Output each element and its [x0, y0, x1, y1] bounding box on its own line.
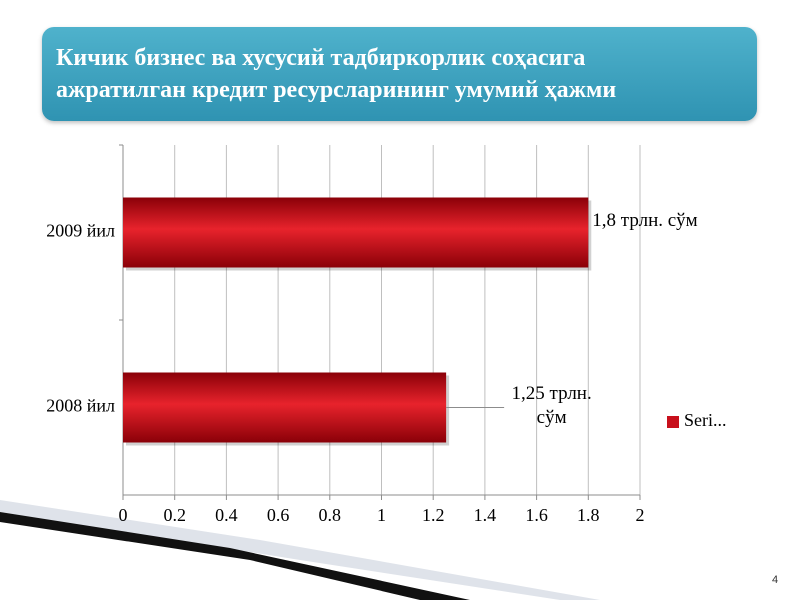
decoration	[0, 512, 470, 600]
value-label: 1,8 трлн. сўм	[592, 209, 698, 231]
x-tick-label: 1	[377, 505, 386, 525]
bar	[123, 372, 447, 443]
x-tick-label: 0	[119, 505, 128, 525]
y-tick-label: 2008 йил	[46, 396, 115, 416]
x-tick-label: 0.4	[215, 505, 238, 525]
title-banner	[42, 27, 757, 121]
page-number: 4	[772, 574, 779, 586]
legend-swatch	[667, 416, 679, 428]
decoration	[0, 525, 90, 600]
x-tick-label: 0.6	[267, 505, 290, 525]
decoration	[0, 500, 600, 600]
x-tick-label: 1.8	[577, 505, 600, 525]
x-tick-label: 1.4	[474, 505, 497, 525]
x-tick-label: 0.8	[319, 505, 342, 525]
x-tick-label: 0.2	[163, 505, 186, 525]
x-tick-label: 1.6	[525, 505, 548, 525]
value-label: 1,25 трлн. сўм	[511, 382, 592, 428]
chart-title: Кичик бизнес ва хусусий тадбиркорлик соҳ…	[56, 45, 617, 103]
bar	[123, 197, 589, 268]
x-tick-label: 1.2	[422, 505, 445, 525]
x-tick-label: 2	[636, 505, 645, 525]
y-tick-label: 2009 йил	[46, 221, 115, 241]
legend-label: Seri...	[684, 410, 727, 430]
